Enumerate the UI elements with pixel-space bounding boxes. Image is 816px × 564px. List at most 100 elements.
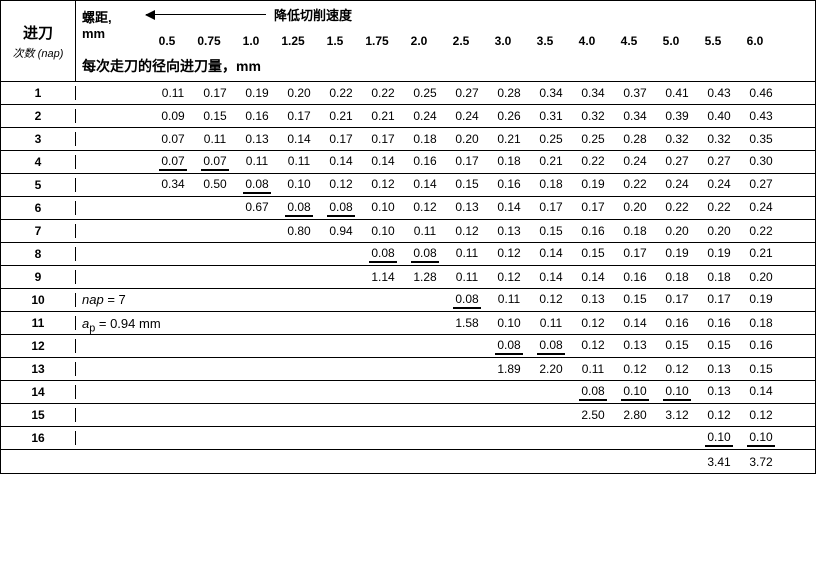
cell <box>236 270 278 284</box>
cell: 0.13 <box>446 200 488 217</box>
header-right: 螺距, mm 降低切削速度 0.50.751.01.251.51.752.02.… <box>76 1 815 81</box>
cell: 0.08 <box>530 338 572 355</box>
cell <box>446 455 488 469</box>
cell: 0.12 <box>362 177 404 194</box>
cell: 0.10 <box>740 430 782 447</box>
cell: 0.15 <box>572 246 614 263</box>
cell: 0.27 <box>656 154 698 171</box>
table-row: 10.110.170.190.200.220.220.250.270.280.3… <box>1 82 815 105</box>
cell: 0.17 <box>278 109 320 123</box>
cell: 0.10 <box>656 384 698 401</box>
cell <box>194 362 236 376</box>
row-cells: 0.340.500.080.100.120.120.140.150.160.18… <box>76 177 815 194</box>
cell <box>236 384 278 401</box>
cell <box>362 455 404 469</box>
table-row: 30.070.110.130.140.170.170.180.200.210.2… <box>1 128 815 151</box>
cell <box>152 430 194 447</box>
cell <box>488 408 530 422</box>
cell <box>572 455 614 469</box>
cell <box>278 292 320 309</box>
cell <box>656 430 698 447</box>
cell: 0.16 <box>488 177 530 194</box>
row-number: 6 <box>1 201 76 215</box>
cell: 0.12 <box>572 338 614 355</box>
cell: 0.18 <box>488 154 530 171</box>
cell: 0.17 <box>530 200 572 217</box>
cell <box>194 316 236 330</box>
cell: 0.24 <box>614 154 656 171</box>
cell: 0.15 <box>614 292 656 309</box>
cell <box>194 338 236 355</box>
pitch-value: 3.5 <box>524 34 566 48</box>
table-row: 20.090.150.160.170.210.210.240.240.260.3… <box>1 105 815 128</box>
pitch-label-line1: 螺距, <box>82 10 142 26</box>
cell <box>320 270 362 284</box>
cell: 0.18 <box>530 177 572 194</box>
pitch-value: 1.25 <box>272 34 314 48</box>
cell <box>152 200 194 217</box>
cell <box>404 316 446 330</box>
pitch-label: 螺距, mm <box>82 10 142 41</box>
cell: 0.46 <box>740 86 782 100</box>
cell <box>614 455 656 469</box>
cell: 0.22 <box>362 86 404 100</box>
pitch-value: 6.0 <box>734 34 776 48</box>
cell: 0.17 <box>698 292 740 309</box>
cell <box>236 362 278 376</box>
pitch-values-row: 0.50.751.01.251.51.752.02.53.03.54.04.55… <box>146 34 776 48</box>
cell <box>278 455 320 469</box>
cell <box>278 246 320 263</box>
row-cells: 0.080.080.120.130.150.150.16 <box>76 338 815 355</box>
table-row: 91.141.280.110.120.140.140.160.180.180.2… <box>1 266 815 289</box>
pitch-value: 0.5 <box>146 34 188 48</box>
cell: 0.32 <box>572 109 614 123</box>
cell <box>152 408 194 422</box>
cell: 0.24 <box>404 109 446 123</box>
cell: 0.25 <box>530 132 572 146</box>
row-cells: 3.413.72 <box>76 455 815 469</box>
cell: 0.12 <box>698 408 740 422</box>
cell: 0.18 <box>740 316 782 330</box>
cell <box>320 408 362 422</box>
cell: 0.22 <box>614 177 656 194</box>
cell: 0.13 <box>698 384 740 401</box>
cell: 0.50 <box>194 177 236 194</box>
cell: 0.12 <box>446 224 488 238</box>
cell <box>446 338 488 355</box>
infeed-sub: 次数 (nap) <box>13 45 64 61</box>
cell: 0.21 <box>740 246 782 263</box>
row-number: 13 <box>1 362 76 376</box>
row-cells: 0.080.080.110.120.140.150.170.190.190.21 <box>76 246 815 263</box>
cell <box>404 384 446 401</box>
row-number: 8 <box>1 247 76 261</box>
cell: 0.17 <box>194 86 236 100</box>
cell: 0.20 <box>740 270 782 284</box>
row-header-column: 进刀 次数 (nap) <box>1 1 76 81</box>
cell: 0.21 <box>530 154 572 171</box>
pitch-value: 2.0 <box>398 34 440 48</box>
cell <box>530 384 572 401</box>
cell <box>362 362 404 376</box>
cell: 0.17 <box>320 132 362 146</box>
cell: 0.40 <box>698 109 740 123</box>
cell: 0.08 <box>404 246 446 263</box>
cell: 0.12 <box>614 362 656 376</box>
cell <box>320 430 362 447</box>
cell: 0.15 <box>194 109 236 123</box>
row-number: 15 <box>1 408 76 422</box>
cell <box>236 224 278 238</box>
cell <box>362 408 404 422</box>
cell <box>278 362 320 376</box>
cell: 0.13 <box>572 292 614 309</box>
cell: 0.08 <box>572 384 614 401</box>
cell <box>152 246 194 263</box>
cell: 0.16 <box>614 270 656 284</box>
cell <box>194 408 236 422</box>
cell <box>446 384 488 401</box>
cell: 0.17 <box>656 292 698 309</box>
cell <box>278 430 320 447</box>
table-body: 10.110.170.190.200.220.220.250.270.280.3… <box>1 82 815 473</box>
row-cells: 0.670.080.080.100.120.130.140.170.170.20… <box>76 200 815 217</box>
table-row: 11ap = 0.94 mm1.580.100.110.120.140.160.… <box>1 312 815 335</box>
cell: 0.67 <box>236 200 278 217</box>
